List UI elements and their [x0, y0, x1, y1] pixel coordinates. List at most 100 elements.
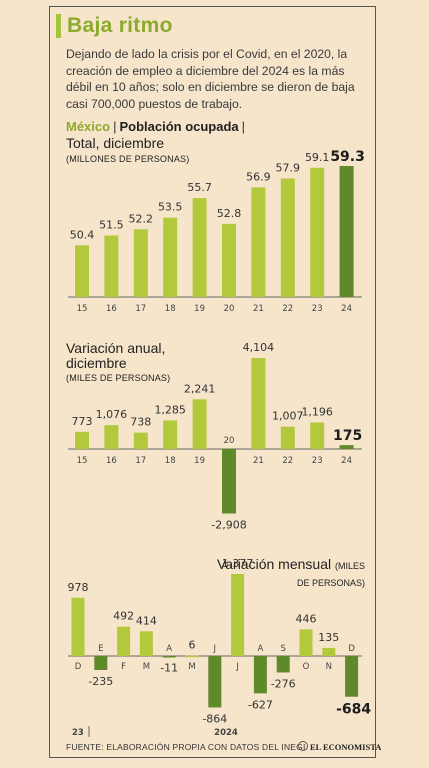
- chart3-tick-label: D: [75, 662, 82, 672]
- chart2-bar: [192, 399, 207, 449]
- chart2-tick-label: 20: [224, 436, 235, 446]
- chart3-data-label: 414: [136, 614, 157, 627]
- chart3-data-label: -276: [271, 677, 296, 690]
- chart2-tick-label: 18: [165, 456, 176, 466]
- chart2-data-label: 175: [333, 428, 362, 444]
- chart2-bar: [222, 449, 236, 514]
- chart2-bar: [280, 426, 295, 449]
- brand-logo: EL ECONOMISTA: [298, 741, 381, 752]
- chart2-tick-label: 24: [341, 456, 352, 466]
- chart2-bar: [75, 431, 89, 449]
- chart1-tick-label: 23: [312, 304, 323, 314]
- chart1-tick-label: 24: [341, 304, 352, 314]
- chart3-data-label: 135: [318, 631, 339, 644]
- chart1-tick-label: 19: [194, 304, 205, 314]
- chart3-bar: [276, 656, 290, 673]
- chart2-tick-label: 17: [135, 456, 146, 466]
- chart2-data-label: 1,076: [96, 408, 128, 421]
- chart1-bar: [75, 245, 89, 297]
- source-note: FUENTE: ELABORACIÓN PROPIA CON DATOS DEL…: [66, 742, 306, 752]
- chart3-tick-label: N: [326, 662, 332, 672]
- chart3-tick-label: M: [188, 662, 195, 672]
- chart2-data-label: -2,908: [211, 518, 246, 531]
- chart1-bar: [192, 198, 207, 297]
- chart1-tick-label: 18: [165, 304, 176, 314]
- chart3-bar: [162, 656, 176, 658]
- chart1-unit: (MILLONES DE PERSONAS): [66, 154, 190, 164]
- chart3-bar: [185, 655, 199, 658]
- chart1-tick-label: 22: [282, 304, 293, 314]
- chart3-bar: [94, 656, 108, 670]
- chart3-title: Variación mensual: [216, 556, 332, 572]
- chart2-bar: [310, 422, 325, 449]
- chart1-data-label: 57.9: [276, 161, 301, 174]
- chart2-data-label: 1,196: [301, 405, 333, 418]
- chart1-bar: [222, 223, 236, 297]
- chart3-tick-label: A: [257, 644, 263, 654]
- chart1-tick-label: 20: [224, 304, 235, 314]
- chart3-bar: [139, 631, 153, 656]
- chart3-tick-label: F: [121, 662, 126, 672]
- topic-tabs: México | Población ocupada |: [66, 119, 248, 134]
- chart2-bar: [339, 445, 354, 449]
- chart1-data-label: 55.7: [187, 181, 212, 194]
- chart3-bar: [117, 626, 131, 656]
- chart2-bar: [251, 358, 266, 449]
- chart2-data-label: 773: [72, 415, 93, 428]
- chart3-bar: [322, 647, 336, 656]
- chart1-tick-label: 17: [135, 304, 146, 314]
- chart2-data-label: 2,241: [184, 382, 216, 395]
- chart2-data-label: 4,104: [243, 341, 275, 354]
- chart3-bar: [208, 656, 222, 708]
- chart3-bar: [345, 656, 359, 697]
- chart2-data-label: 1,007: [272, 410, 304, 423]
- chart3-bar: [71, 597, 85, 656]
- chart3-data-label: 6: [189, 639, 196, 652]
- chart1-bar: [133, 229, 148, 297]
- chart3-tick-label: A: [166, 644, 172, 654]
- chart2-unit: (MILES DE PERSONAS): [66, 373, 171, 383]
- chart2-data-label: 1,285: [154, 404, 186, 417]
- chart1-data-label: 52.8: [217, 207, 242, 220]
- brand-name: EL ECONOMISTA: [310, 742, 382, 752]
- chart3-data-label: -864: [202, 712, 227, 725]
- chart1-data-label: 59.1: [305, 151, 330, 164]
- chart3-bar: [231, 574, 245, 656]
- title-accent-bar: [56, 14, 61, 38]
- chart2-tick-label: 19: [194, 456, 205, 466]
- chart3-data-label: -235: [88, 675, 113, 688]
- subtitle: Dejando de lado la crisis por el Covid, …: [66, 47, 355, 111]
- chart3-data-label: 1,377: [222, 557, 254, 570]
- chart1-data-label: 53.5: [158, 201, 183, 214]
- chart1-data-label: 50.4: [70, 228, 95, 241]
- chart3-data-label: -684: [336, 702, 371, 718]
- chart1-bar: [339, 166, 354, 297]
- chart3-data-label: 446: [296, 612, 317, 625]
- chart3-tick-label: E: [98, 644, 103, 654]
- tab-country: México: [66, 119, 111, 134]
- chart1-data-label: 56.9: [246, 170, 271, 183]
- chart3-tick-label: O: [303, 662, 310, 672]
- chart1-bar: [104, 235, 119, 297]
- chart1-tick-label: 16: [106, 304, 117, 314]
- chart2-bar: [163, 420, 178, 449]
- chart1-bar: [310, 167, 325, 297]
- chart3-tick-label: J: [213, 644, 217, 654]
- chart2-tick-label: 15: [77, 456, 88, 466]
- chart2-title: Variación anual, diciembre: [66, 340, 166, 371]
- chart3-unit: (MILES DE PERSONAS): [296, 561, 365, 588]
- chart3-year-label: 2024: [214, 728, 238, 738]
- chart1-data-label: 52.2: [129, 212, 154, 225]
- chart3-data-label: -11: [160, 662, 178, 675]
- chart2-tick-label: 23: [312, 456, 323, 466]
- chart1-title: Total, diciembre: [66, 135, 165, 151]
- chart3-tick-label: S: [280, 644, 285, 654]
- chart1-bar: [163, 217, 178, 297]
- chart3-data-label: 978: [68, 581, 89, 594]
- tab-separator: |: [241, 119, 246, 134]
- chart3-bar: [253, 656, 267, 694]
- infographic-frame: [49, 6, 376, 758]
- chart1-tick-label: 15: [77, 304, 88, 314]
- chart2-tick-label: 16: [106, 456, 117, 466]
- chart2-tick-label: 21: [253, 456, 264, 466]
